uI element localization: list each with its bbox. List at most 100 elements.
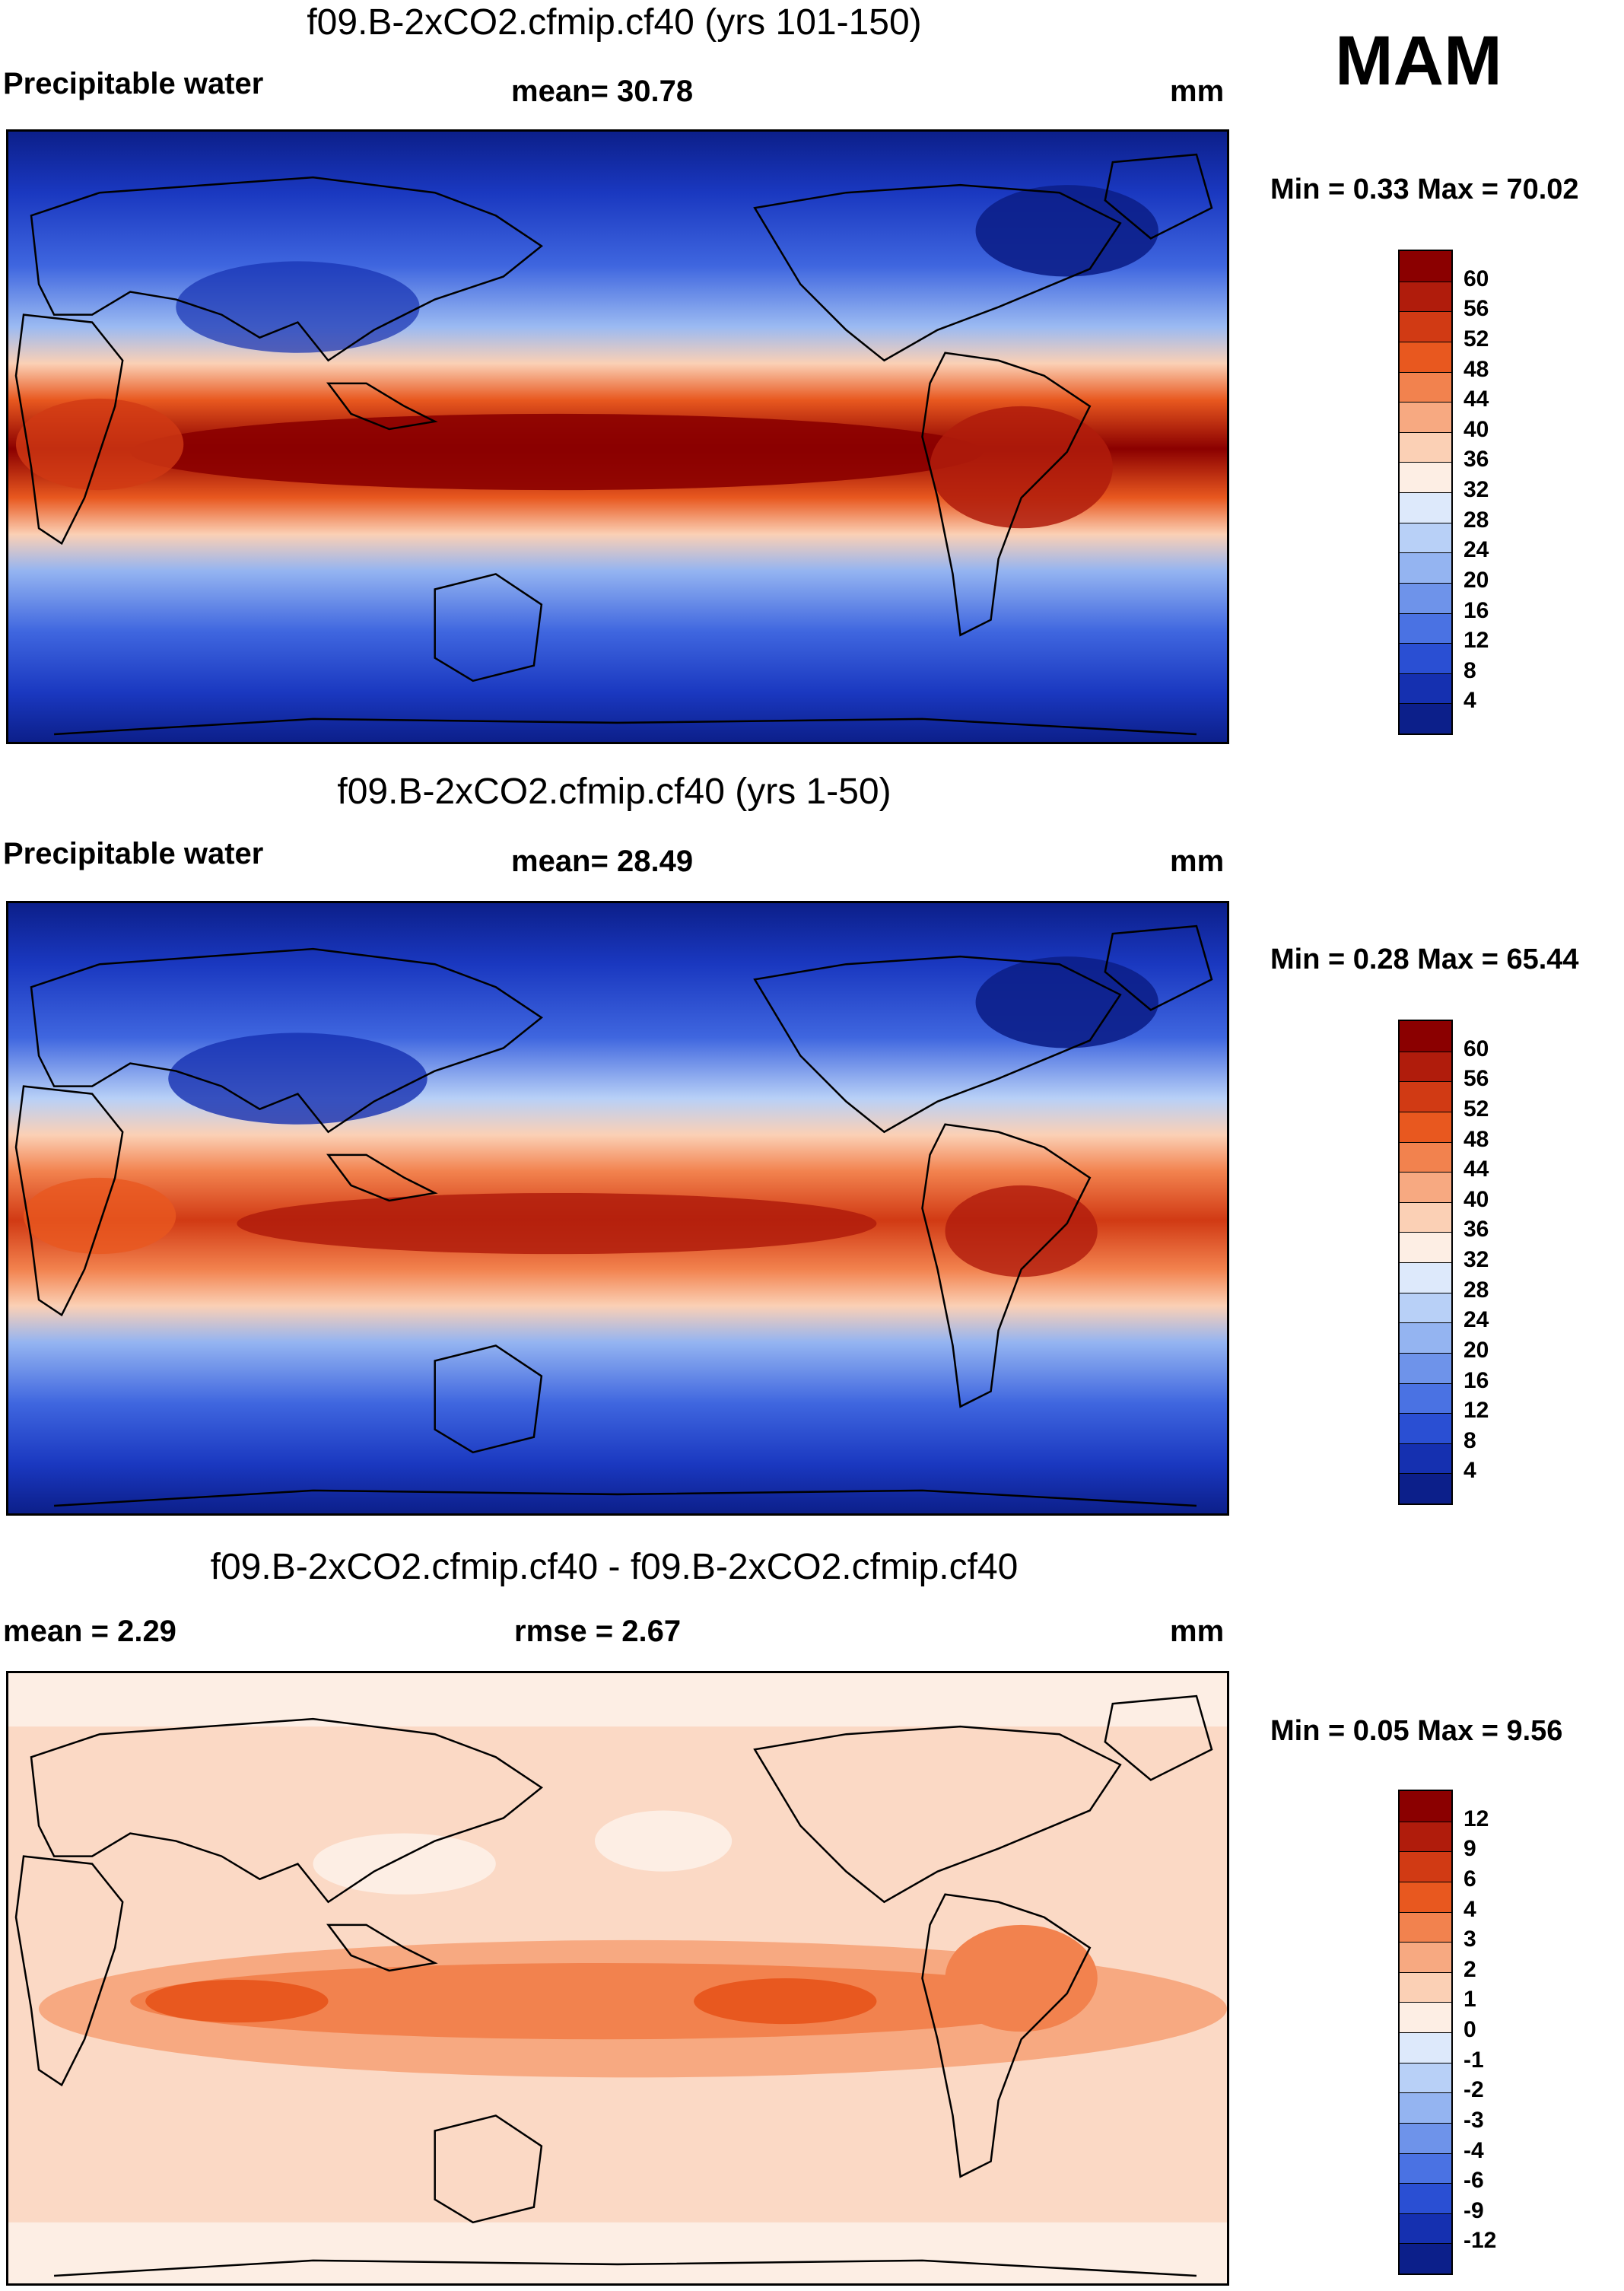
panel-1-map xyxy=(6,129,1229,744)
panel-2-map xyxy=(6,901,1229,1516)
colorbar-tick-label: 24 xyxy=(1464,537,1489,563)
colorbar-swatch xyxy=(1400,281,1451,312)
colorbar-swatch xyxy=(1400,371,1451,403)
colorbar-swatch xyxy=(1400,1473,1451,1503)
panel-1-contour-field xyxy=(8,132,1227,742)
colorbar-tick-label: 8 xyxy=(1464,1427,1476,1453)
colorbar-tick-label: 4 xyxy=(1464,1896,1476,1922)
colorbar-swatch xyxy=(1400,2183,1451,2213)
colorbar-swatch xyxy=(1400,311,1451,342)
colorbar-swatch xyxy=(1400,1413,1451,1443)
panel-1-units: mm xyxy=(1170,75,1225,108)
colorbar-tick-label: -2 xyxy=(1464,2077,1484,2103)
colorbar-tick-label: 56 xyxy=(1464,1066,1489,1092)
colorbar-swatch xyxy=(1400,1352,1451,1383)
colorbar-swatch xyxy=(1400,1881,1451,1912)
colorbar-swatch xyxy=(1400,251,1451,282)
colorbar-tick-label: 12 xyxy=(1464,1398,1489,1424)
colorbar-tick-label: -3 xyxy=(1464,2107,1484,2133)
colorbar-tick-label: -6 xyxy=(1464,2168,1484,2194)
colorbar-swatch xyxy=(1400,1383,1451,1414)
colorbar-tick-label: 6 xyxy=(1464,1866,1476,1892)
colorbar-swatch xyxy=(1400,1081,1451,1112)
colorbar-swatch xyxy=(1400,673,1451,704)
colorbar-swatch xyxy=(1400,1172,1451,1202)
colorbar-tick-label: -12 xyxy=(1464,2228,1497,2254)
colorbar-swatch xyxy=(1400,1791,1451,1822)
colorbar-swatch xyxy=(1400,1201,1451,1233)
panel-1-variable: Precipitable water xyxy=(3,67,264,100)
colorbar-swatch xyxy=(1400,492,1451,523)
colorbar-tick-label: 44 xyxy=(1464,1157,1489,1182)
colorbar-swatch xyxy=(1400,2153,1451,2184)
colorbar-tick-label: 32 xyxy=(1464,477,1489,502)
panel-3-mean: mean = 2.29 xyxy=(3,1615,176,1648)
colorbar-tick-label: 60 xyxy=(1464,266,1489,291)
colorbar-swatch xyxy=(1400,1851,1451,1882)
colorbar-swatch xyxy=(1400,2243,1451,2273)
colorbar-tick-label: 0 xyxy=(1464,2017,1476,2042)
colorbar-swatch xyxy=(1400,1262,1451,1293)
colorbar-swatch xyxy=(1400,2002,1451,2032)
panel-1-title: f09.B-2xCO2.cfmip.cf40 (yrs 101-150) xyxy=(307,2,922,43)
colorbar-tick-label: 52 xyxy=(1464,1096,1489,1122)
panel-2-title: f09.B-2xCO2.cfmip.cf40 (yrs 1-50) xyxy=(337,772,891,812)
colorbar-tick-label: 48 xyxy=(1464,356,1489,382)
colorbar-tick-label: -1 xyxy=(1464,2047,1484,2073)
panel-3-units: mm xyxy=(1170,1615,1225,1648)
colorbar-swatch xyxy=(1400,1021,1451,1052)
colorbar-swatch xyxy=(1400,1322,1451,1353)
colorbar-tick-label: 9 xyxy=(1464,1836,1476,1862)
colorbar-swatch xyxy=(1400,2032,1451,2063)
colorbar-tick-label: 28 xyxy=(1464,507,1489,533)
panel-1-mean: mean= 30.78 xyxy=(511,75,694,108)
panel-2-units: mm xyxy=(1170,845,1225,878)
panel-3-contour-field xyxy=(8,1673,1227,2283)
colorbar-tick-label: -9 xyxy=(1464,2197,1484,2223)
colorbar-tick-label: 44 xyxy=(1464,387,1489,412)
colorbar-tick-label: 12 xyxy=(1464,1806,1489,1831)
colorbar-tick-label: 24 xyxy=(1464,1307,1489,1333)
colorbar-swatch xyxy=(1400,643,1451,673)
colorbar-tick-label: 60 xyxy=(1464,1036,1489,1061)
colorbar-swatch xyxy=(1400,462,1451,492)
panel-3-minmax: Min = 0.05 Max = 9.56 xyxy=(1270,1715,1563,1747)
colorbar-swatch xyxy=(1400,2213,1451,2244)
colorbar-tick-label: 32 xyxy=(1464,1247,1489,1272)
colorbar-swatch xyxy=(1400,1292,1451,1323)
colorbar-tick-label: 4 xyxy=(1464,1458,1476,1484)
colorbar-swatch xyxy=(1400,1942,1451,1972)
colorbar-swatch xyxy=(1400,1141,1451,1173)
colorbar-swatch xyxy=(1400,1971,1451,2003)
colorbar-swatch xyxy=(1400,522,1451,553)
colorbar-tick-label: 20 xyxy=(1464,1337,1489,1363)
colorbar-swatch xyxy=(1400,2122,1451,2153)
season-label: MAM xyxy=(1335,22,1502,100)
colorbar-tick-label: 16 xyxy=(1464,597,1489,623)
colorbar-swatch xyxy=(1400,1051,1451,1082)
colorbar-swatch xyxy=(1400,2092,1451,2123)
colorbar-swatch xyxy=(1400,1232,1451,1262)
colorbar-swatch xyxy=(1400,431,1451,463)
colorbar-tick-label: 16 xyxy=(1464,1367,1489,1393)
colorbar-tick-label: 2 xyxy=(1464,1956,1476,1982)
colorbar-swatch xyxy=(1400,552,1451,583)
colorbar-swatch xyxy=(1400,1443,1451,1474)
colorbar-tick-label: 48 xyxy=(1464,1126,1489,1152)
panel-1-colorbar xyxy=(1398,250,1453,735)
colorbar-tick-label: 28 xyxy=(1464,1277,1489,1303)
colorbar-tick-label: -4 xyxy=(1464,2137,1484,2163)
panel-3-colorbar xyxy=(1398,1790,1453,2275)
panel-2-mean: mean= 28.49 xyxy=(511,845,694,878)
colorbar-swatch xyxy=(1400,582,1451,613)
colorbar-swatch xyxy=(1400,703,1451,733)
colorbar-tick-label: 36 xyxy=(1464,1217,1489,1243)
colorbar-tick-label: 8 xyxy=(1464,657,1476,683)
panel-3-title: f09.B-2xCO2.cfmip.cf40 - f09.B-2xCO2.cfm… xyxy=(210,1547,1019,1587)
colorbar-tick-label: 40 xyxy=(1464,416,1489,442)
colorbar-tick-label: 1 xyxy=(1464,1987,1476,2013)
panel-2-contour-field xyxy=(8,903,1227,1513)
colorbar-swatch xyxy=(1400,613,1451,644)
panel-3-map xyxy=(6,1671,1229,2286)
colorbar-swatch xyxy=(1400,1911,1451,1943)
